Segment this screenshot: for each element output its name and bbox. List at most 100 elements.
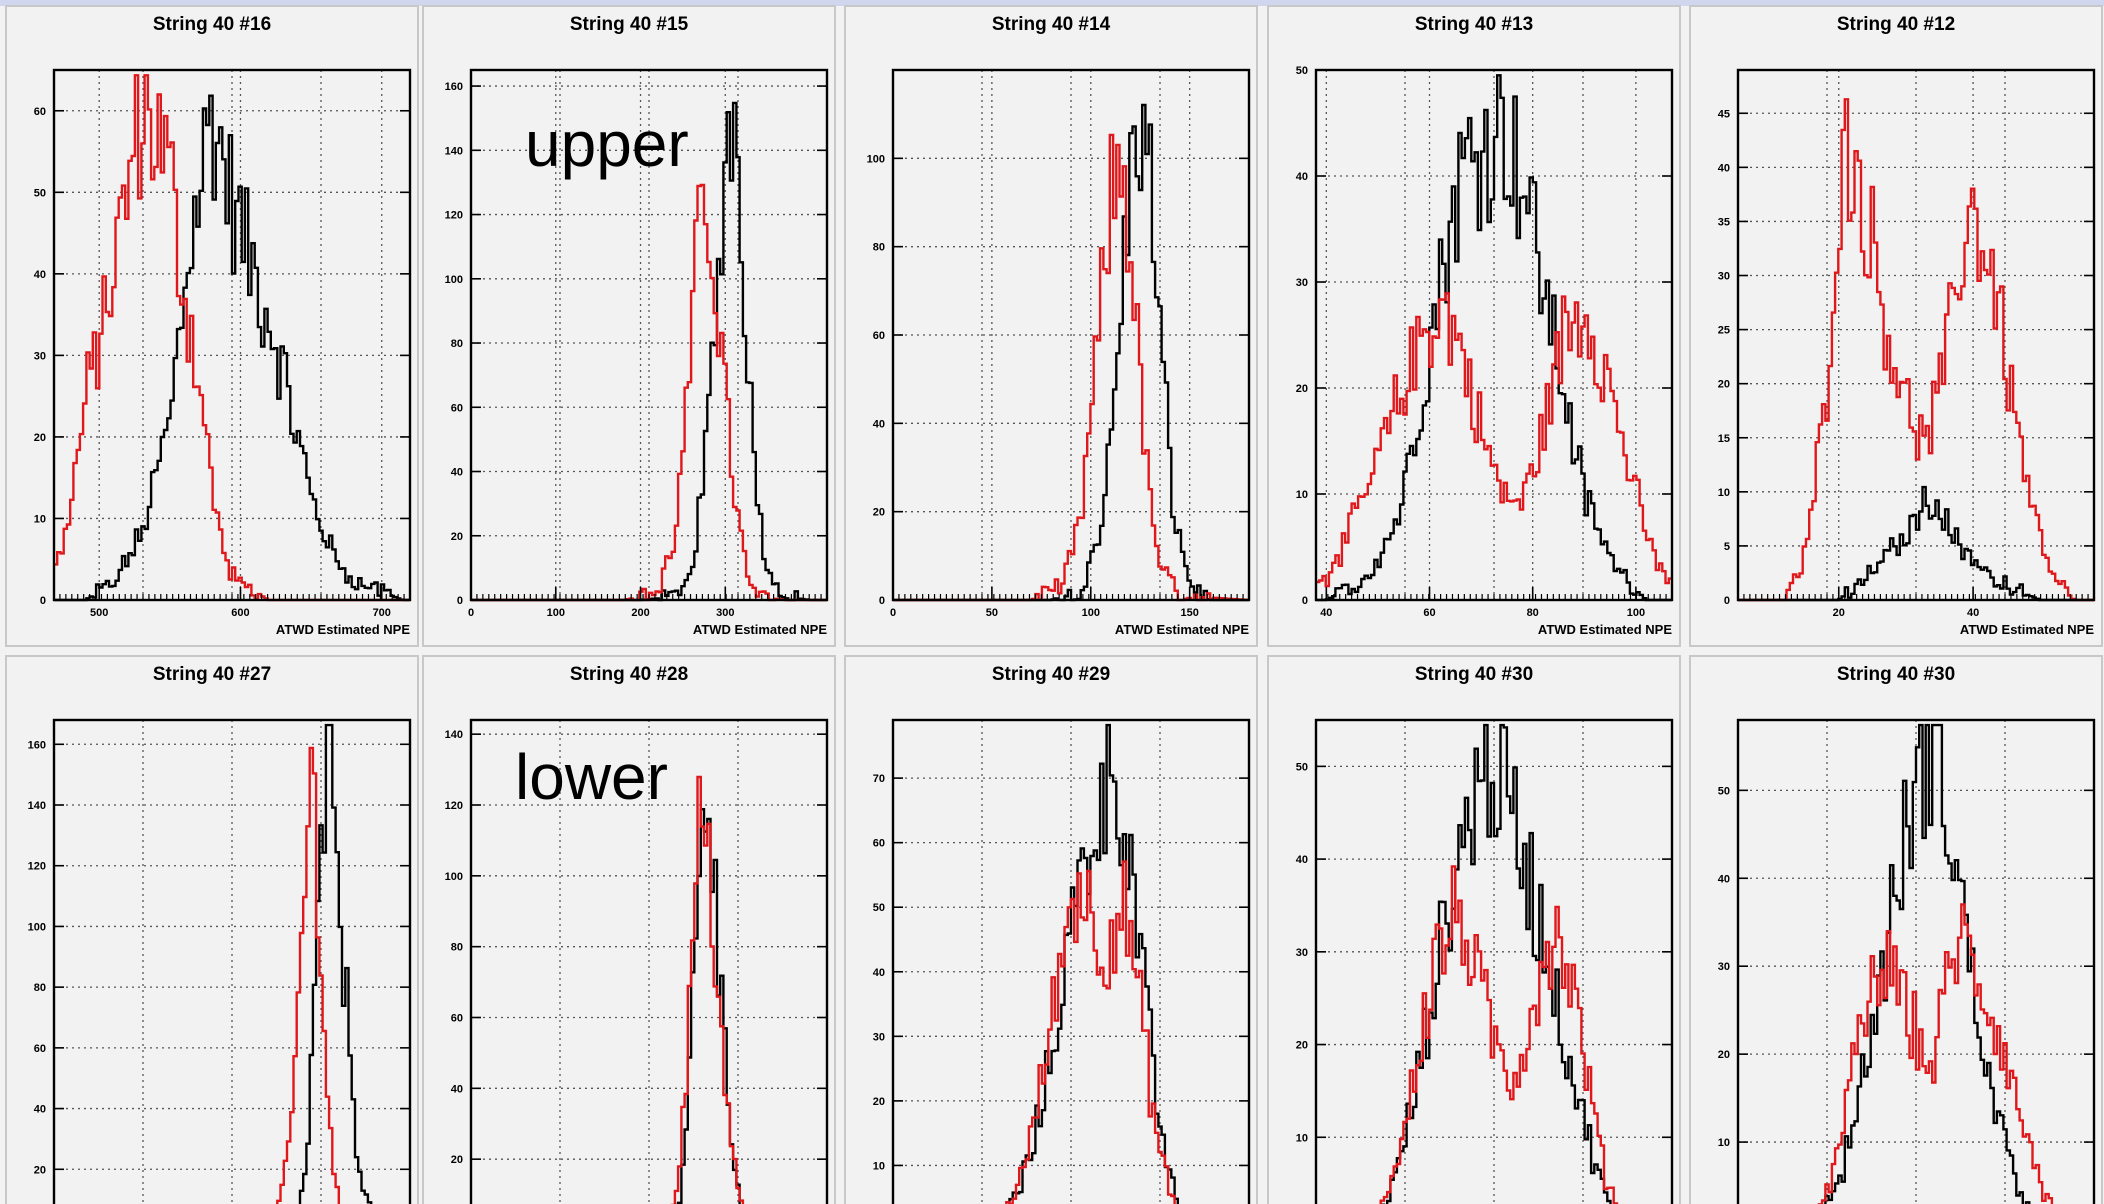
y-tick-label: 20 [451,1154,463,1166]
x-axis-label: ATWD Estimated NPE [1538,622,1672,637]
histogram-panel: String 40 #30 10 20 30 40 50 [1267,655,1681,1204]
y-tick-label: 100 [28,921,46,933]
panel-title: String 40 #16 [153,14,271,35]
histogram-panel: String 40 #15 0 20 40 60 80 100 120 140 160 0 100 20… [422,5,836,647]
y-tick-label: 20 [1296,1040,1308,1052]
y-tick-label: 40 [34,1104,46,1116]
y-tick-label: 60 [451,1013,463,1025]
y-tick-label: 20 [34,1164,46,1176]
y-tick-label: 40 [1718,873,1730,885]
histogram-series-black [673,808,741,1204]
x-tick-label: 150 [1180,607,1198,619]
y-tick-label: 20 [34,432,46,444]
y-tick-label: 15 [1718,433,1730,445]
y-tick-label: 100 [867,153,885,165]
x-tick-label: 40 [1967,607,1979,619]
y-tick-label: 40 [34,269,46,281]
y-tick-label: 70 [873,773,885,785]
histogram-panel: String 40 #28 20 40 60 80 100 120 140 [422,655,836,1204]
y-tick-label: 30 [873,1031,885,1043]
y-tick-label: 0 [457,595,463,607]
histogram-series-black [54,94,410,602]
x-tick-label: 500 [90,607,108,619]
panel-title: String 40 #13 [1415,14,1533,35]
y-tick-label: 50 [873,902,885,914]
plot-frame [469,718,829,1204]
y-tick-label: 10 [873,1160,885,1172]
histogram-panel: String 40 #16 0 10 20 30 40 50 60 500 600 700 ATWD … [5,5,419,647]
y-tick-label: 30 [1718,961,1730,973]
x-axis-label: ATWD Estimated NPE [276,622,410,637]
y-tick-label: 50 [1718,785,1730,797]
y-tick-label: 60 [873,330,885,342]
y-tick-label: 100 [445,274,463,286]
y-tick-label: 30 [34,350,46,362]
y-tick-label: 60 [873,838,885,850]
y-tick-label: 10 [1718,1137,1730,1149]
histogram-series-red [1316,292,1672,588]
y-tick-label: 10 [34,513,46,525]
panel-title: String 40 #28 [570,664,688,685]
y-tick-label: 5 [1724,541,1730,553]
plot-frame [891,718,1251,1204]
histogram-series-red [1005,860,1176,1204]
y-tick-label: 40 [873,418,885,430]
y-tick-label: 30 [1296,947,1308,959]
histogram-panel: String 40 #12 0 5 10 15 20 25 30 35 40 45 20 40 ATWD … [1689,5,2103,647]
y-tick-label: 40 [873,967,885,979]
y-tick-label: 100 [445,871,463,883]
y-tick-label: 10 [1296,1132,1308,1144]
y-tick-label: 80 [451,942,463,954]
y-tick-label: 0 [1724,595,1730,607]
y-tick-label: 160 [28,739,46,751]
y-tick-label: 50 [1296,65,1308,77]
y-tick-label: 40 [451,467,463,479]
histogram-panel: String 40 #14 0 20 40 60 80 100 0 50 100 150 ATWD E… [844,5,1258,647]
y-tick-label: 50 [34,187,46,199]
x-tick-label: 700 [373,607,391,619]
x-tick-label: 300 [716,607,734,619]
histogram-series-black [298,723,373,1204]
y-tick-label: 40 [1296,171,1308,183]
y-tick-label: 0 [40,595,46,607]
y-tick-label: 120 [445,210,463,222]
x-tick-label: 20 [1833,607,1845,619]
y-tick-label: 140 [445,729,463,741]
y-tick-label: 60 [451,402,463,414]
y-tick-label: 120 [28,861,46,873]
x-axis-label: ATWD Estimated NPE [693,622,827,637]
y-tick-label: 0 [1302,595,1308,607]
panel-title: String 40 #30 [1415,664,1533,685]
y-tick-label: 40 [451,1083,463,1095]
histogram-series-black [1008,723,1179,1204]
plot-frame [1314,718,1674,1204]
y-tick-label: 10 [1296,489,1308,501]
panel-title: String 40 #30 [1837,664,1955,685]
histogram-series-black [1824,723,2031,1204]
y-tick-label: 140 [445,145,463,157]
x-tick-label: 100 [1627,607,1645,619]
panel-title: String 40 #29 [992,664,1110,685]
histogram-series-red [1738,98,2094,602]
y-tick-label: 35 [1718,216,1730,228]
histogram-series-red [670,775,745,1204]
y-tick-label: 50 [1296,761,1308,773]
y-tick-label: 80 [451,338,463,350]
x-tick-label: 200 [631,607,649,619]
histogram-panel: String 40 #30 10 20 30 40 50 [1689,655,2103,1204]
y-tick-label: 60 [34,1043,46,1055]
plot-frame [1736,718,2096,1204]
y-tick-label: 80 [873,242,885,254]
panel-title: String 40 #27 [153,664,271,685]
y-tick-label: 60 [34,106,46,118]
plot-frame [52,718,412,1204]
y-tick-label: 10 [1718,487,1730,499]
histogram-panel: String 40 #29 10 20 30 40 50 60 70 [844,655,1258,1204]
x-tick-label: 0 [890,607,896,619]
y-tick-label: 20 [1718,379,1730,391]
x-tick-label: 100 [1082,607,1100,619]
x-tick-label: 50 [986,607,998,619]
y-tick-label: 20 [1296,383,1308,395]
histogram-panel: String 40 #27 20 40 60 80 100 120 140 160 [5,655,419,1204]
